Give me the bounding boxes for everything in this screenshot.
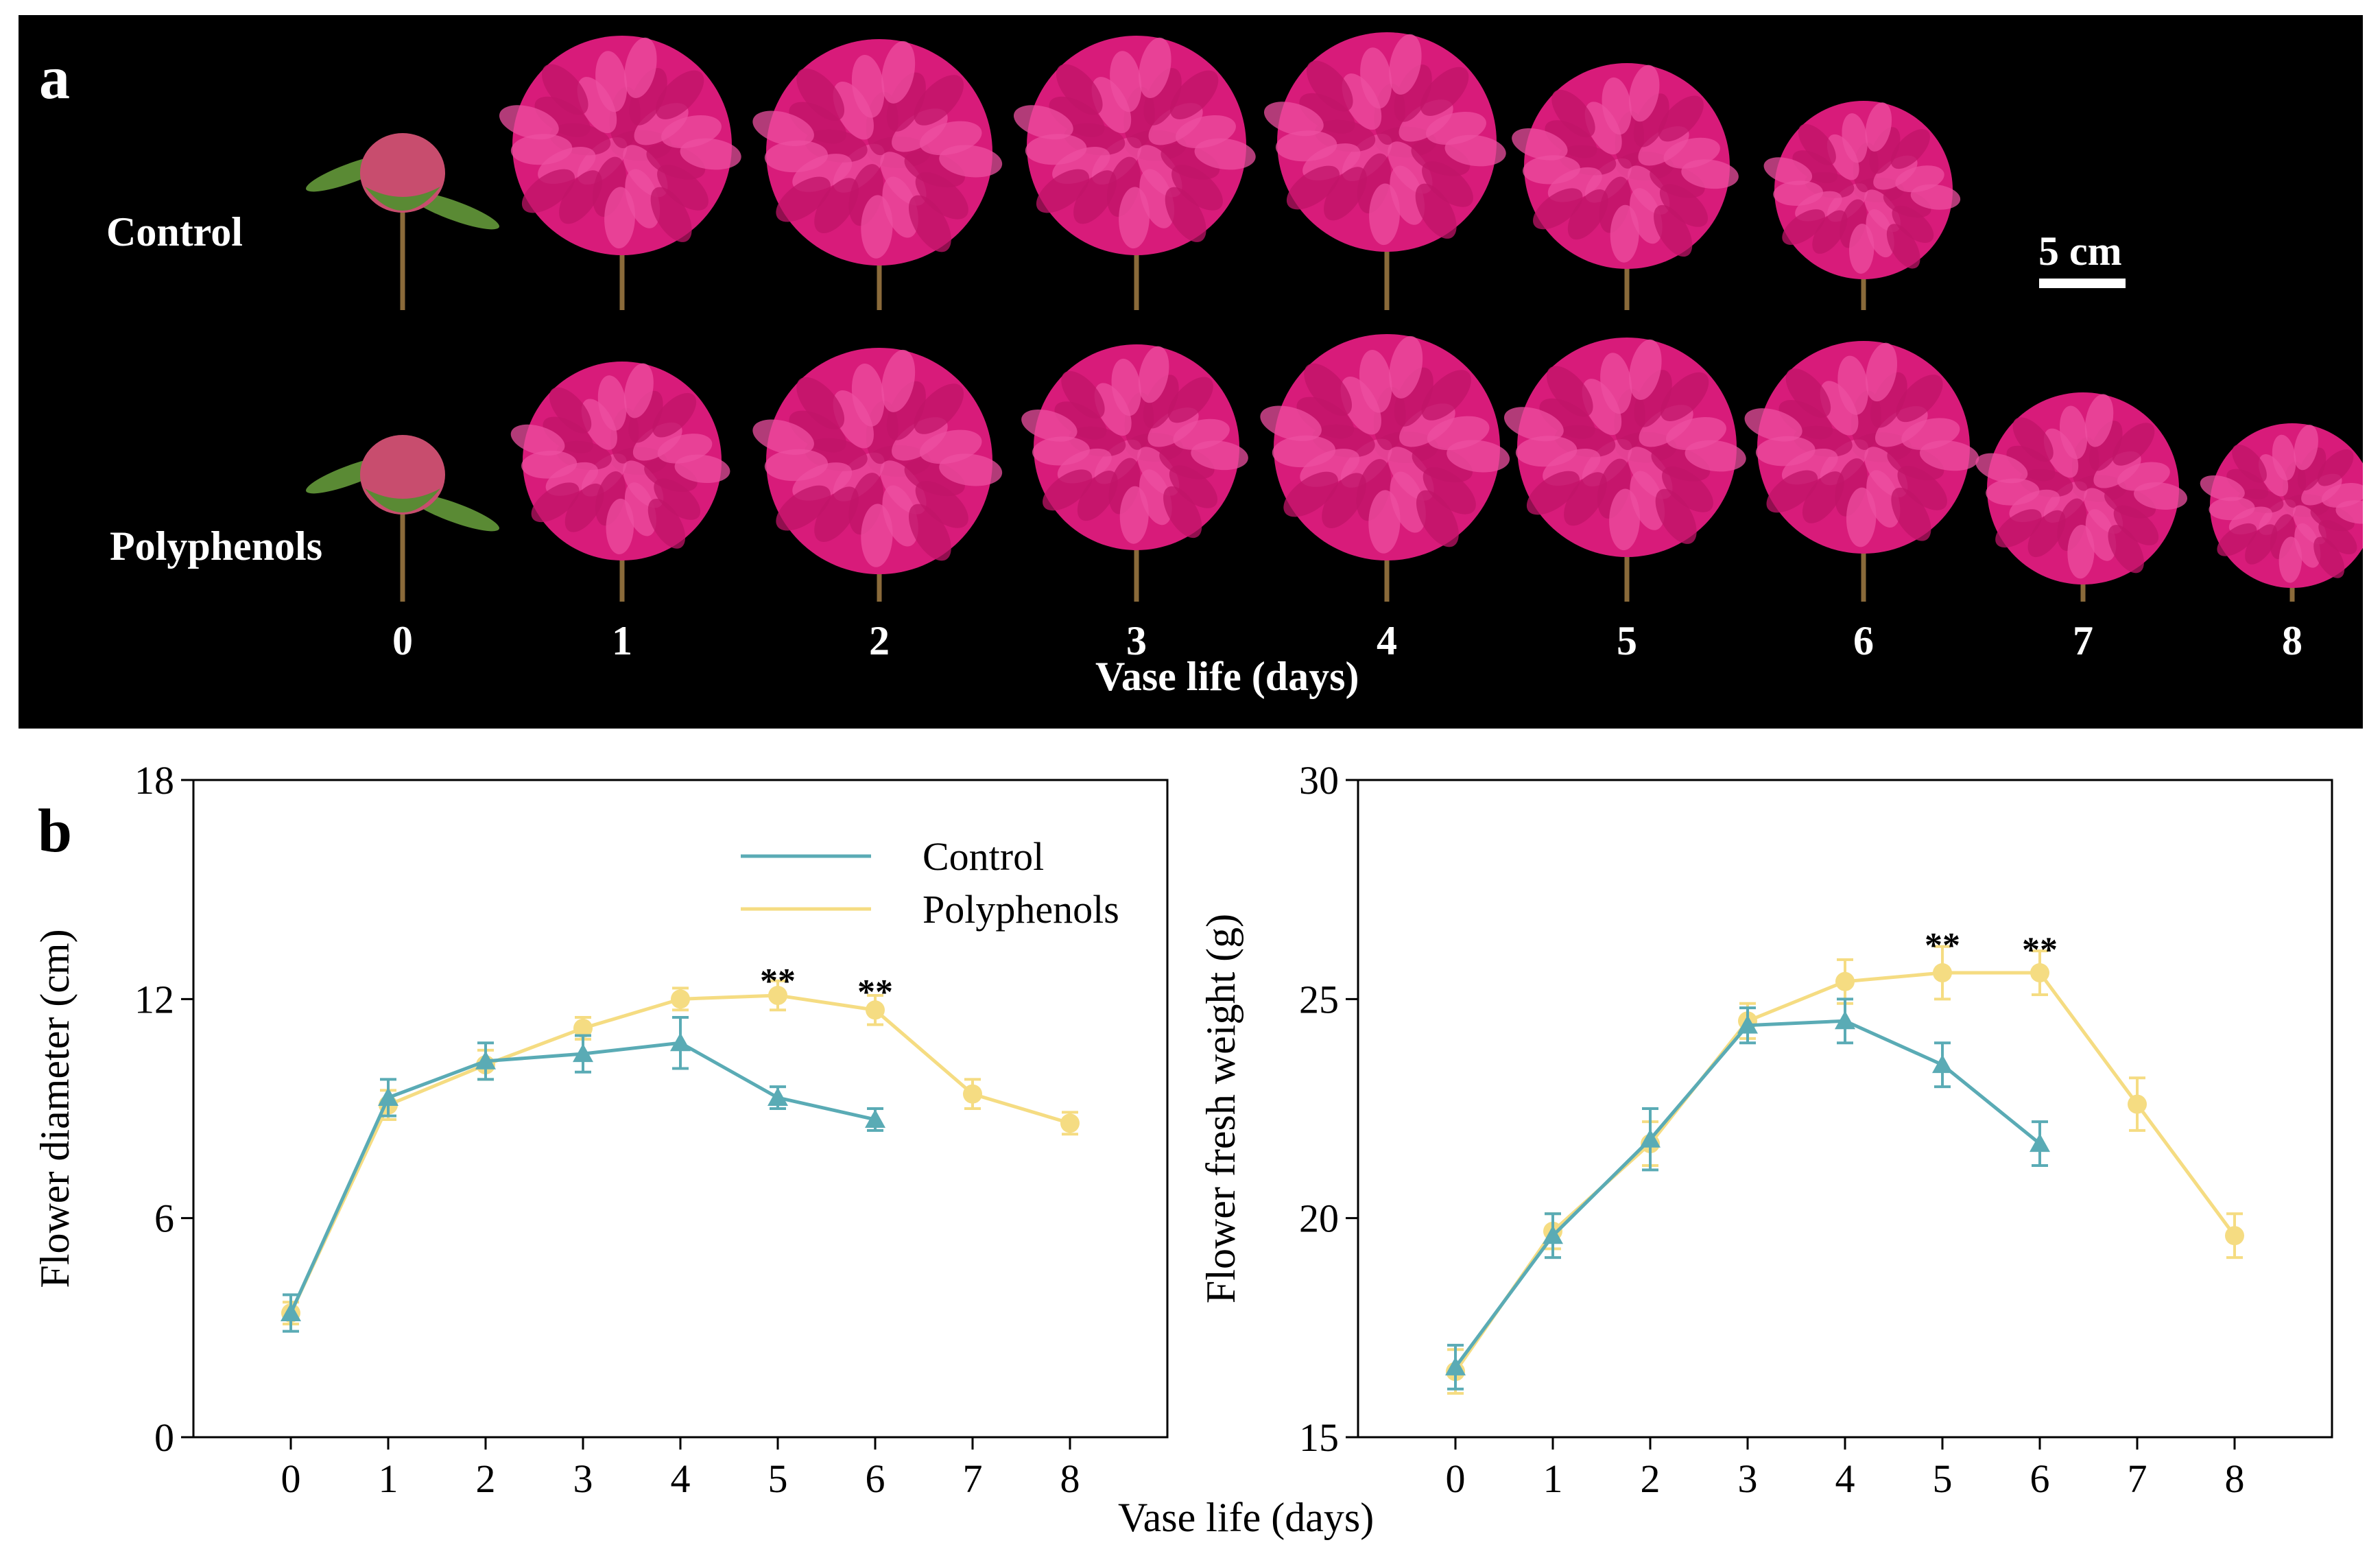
data-point xyxy=(281,1303,301,1322)
x-tick-label: 2 xyxy=(1641,1456,1661,1501)
peony-flower-image xyxy=(1021,344,1248,602)
panel-letter-a: a xyxy=(39,44,70,112)
data-point xyxy=(1640,1128,1661,1148)
data-point xyxy=(2030,1133,2050,1153)
row-label-control: Control xyxy=(106,209,243,255)
x-tick-label: 6 xyxy=(866,1456,885,1501)
data-point xyxy=(1543,1225,1563,1244)
photo-x-axis-label: Vase life (days) xyxy=(1095,654,1359,699)
peony-flower-image xyxy=(1512,63,1739,310)
data-point xyxy=(2030,963,2049,983)
data-point xyxy=(2128,1094,2147,1114)
data-point xyxy=(1737,1015,1758,1034)
peony-flower-image xyxy=(499,36,741,310)
day-label: 2 xyxy=(869,618,890,663)
x-tick-label: 5 xyxy=(768,1456,788,1501)
y-axis-label: Flower fresh weight (g) xyxy=(1198,914,1243,1303)
x-tick-label: 8 xyxy=(1060,1456,1080,1501)
peony-flower-image xyxy=(1503,338,1746,602)
data-point xyxy=(963,1084,982,1104)
y-tick-label: 12 xyxy=(134,977,174,1021)
data-point xyxy=(767,1087,788,1107)
x-tick-label: 6 xyxy=(2030,1456,2050,1501)
day-label: 3 xyxy=(1126,618,1147,663)
series-line xyxy=(289,1041,876,1314)
x-tick-label: 7 xyxy=(2128,1456,2147,1501)
flower-fresh-weight-chart: 15 20 25 30 0 1 2 3 4 5 6 7 8 Flower fresh weight (g)… xyxy=(1198,758,2333,1501)
data-point xyxy=(865,1109,885,1128)
y-tick-label: 30 xyxy=(1299,758,1339,803)
data-point xyxy=(1445,1356,1466,1375)
y-tick-label: 20 xyxy=(1299,1196,1339,1241)
peony-flower-image xyxy=(752,348,1003,602)
x-tick-label: 2 xyxy=(476,1456,496,1501)
x-tick-label: 7 xyxy=(963,1456,983,1501)
scale-bar-label: 5 cm xyxy=(2038,228,2122,274)
peony-flower-image xyxy=(1744,341,1979,602)
row-label-polyphenols: Polyphenols xyxy=(110,523,323,569)
x-tick-label: 4 xyxy=(1835,1456,1855,1501)
legend-entry: Polyphenols xyxy=(923,887,1119,932)
y-tick-label: 25 xyxy=(1299,977,1339,1021)
data-point xyxy=(573,1043,593,1063)
data-point xyxy=(2225,1226,2244,1246)
day-label: 6 xyxy=(1853,618,1874,663)
day-label: 4 xyxy=(1377,618,1397,663)
x-tick-label: 1 xyxy=(379,1456,398,1501)
data-point xyxy=(670,1032,691,1052)
data-point xyxy=(866,1000,885,1020)
peony-flower-image xyxy=(510,362,730,602)
significance-annotation: ** xyxy=(857,973,893,1012)
peony-bud-image xyxy=(306,435,499,602)
peony-flower-image xyxy=(752,39,1003,310)
data-point xyxy=(768,986,787,1006)
data-point xyxy=(475,1050,496,1069)
peony-flower-image xyxy=(1763,101,1961,310)
data-point xyxy=(1060,1113,1080,1133)
data-point xyxy=(1932,1054,1953,1074)
data-point xyxy=(1835,1011,1855,1030)
x-tick-label: 0 xyxy=(281,1456,301,1501)
data-point xyxy=(1835,971,1855,991)
panel-letter-b: b xyxy=(38,797,73,865)
data-point xyxy=(378,1087,398,1107)
day-label: 1 xyxy=(612,618,632,663)
significance-annotation: ** xyxy=(760,962,796,1001)
y-tick-label: 6 xyxy=(154,1196,174,1241)
shared-x-axis-label: Vase life (days) xyxy=(1118,1495,1375,1540)
significance-annotation: ** xyxy=(1925,926,1960,965)
peony-flower-image xyxy=(2200,423,2363,602)
x-tick-label: 1 xyxy=(1543,1456,1563,1501)
significance-annotation: ** xyxy=(2022,930,2058,969)
peony-flower-image xyxy=(1013,36,1256,310)
data-point xyxy=(573,1018,593,1038)
peony-flower-image xyxy=(1975,392,2188,602)
y-tick-label: 0 xyxy=(154,1415,174,1460)
x-tick-label: 4 xyxy=(671,1456,691,1501)
data-point xyxy=(671,989,690,1009)
plot-frame xyxy=(1357,779,2333,1439)
y-tick-label: 15 xyxy=(1299,1415,1339,1460)
scale-bar xyxy=(2039,279,2126,288)
legend-entry: Control xyxy=(923,834,1044,879)
peony-bud-image xyxy=(306,133,499,310)
x-tick-label: 8 xyxy=(2225,1456,2245,1501)
x-tick-label: 3 xyxy=(573,1456,593,1501)
y-axis-label: Flower diameter (cm) xyxy=(32,929,78,1288)
day-label: 0 xyxy=(392,618,413,663)
y-tick-label: 18 xyxy=(134,758,174,803)
peony-flower-image xyxy=(1263,32,1506,310)
x-tick-label: 0 xyxy=(1446,1456,1466,1501)
x-tick-label: 3 xyxy=(1738,1456,1758,1501)
data-point xyxy=(1933,963,1952,983)
day-label: 7 xyxy=(2073,618,2093,663)
day-label: 5 xyxy=(1617,618,1637,663)
photo-panel: a Control Polyphenols 5 cm 0 1 2 3 4 5 6 7 8 Vas… xyxy=(19,15,2363,729)
peony-flower-image xyxy=(1260,334,1510,602)
day-label: 8 xyxy=(2282,618,2302,663)
x-tick-label: 5 xyxy=(1933,1456,1953,1501)
